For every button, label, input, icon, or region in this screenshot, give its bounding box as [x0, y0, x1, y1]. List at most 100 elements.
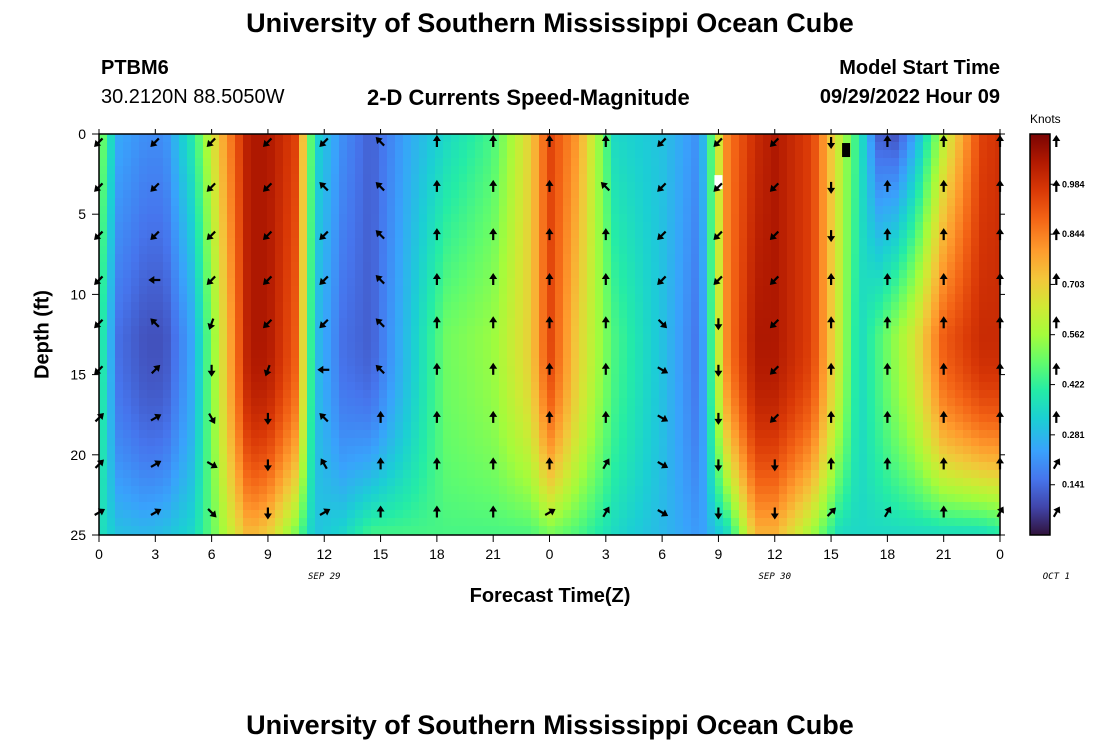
heatmap-cell	[491, 318, 500, 327]
heatmap-cell	[491, 518, 500, 527]
heatmap-cell	[779, 182, 788, 191]
heatmap-cell	[387, 326, 396, 335]
heatmap-cell	[811, 462, 820, 471]
heatmap-cell	[523, 510, 532, 519]
heatmap-cell	[451, 222, 460, 231]
heatmap-cell	[203, 350, 212, 359]
heatmap-cell	[667, 342, 676, 351]
heatmap-cell	[595, 190, 604, 199]
heatmap-cell	[491, 430, 500, 439]
heatmap-cell	[363, 518, 372, 527]
heatmap-cell	[435, 222, 444, 231]
heatmap-cell	[531, 262, 540, 271]
heatmap-cell	[787, 326, 796, 335]
heatmap-cell	[699, 198, 708, 207]
heatmap-cell	[251, 182, 260, 191]
heatmap-cell	[139, 174, 148, 183]
heatmap-cell	[291, 462, 300, 471]
heatmap-cell	[579, 438, 588, 447]
heatmap-cell	[315, 390, 324, 399]
heatmap-cell	[707, 334, 716, 343]
heatmap-cell	[387, 366, 396, 375]
heatmap-cell	[115, 454, 124, 463]
heatmap-cell	[827, 526, 836, 535]
heatmap-cell	[99, 374, 108, 383]
heatmap-cell	[587, 150, 596, 159]
heatmap-cell	[371, 390, 380, 399]
heatmap-cell	[139, 302, 148, 311]
heatmap-cell	[595, 366, 604, 375]
heatmap-cell	[587, 366, 596, 375]
heatmap-cell	[123, 294, 132, 303]
heatmap-cell	[459, 302, 468, 311]
heatmap-cell	[643, 470, 652, 479]
heatmap-cell	[211, 430, 220, 439]
heatmap-cell	[315, 246, 324, 255]
heatmap-cell	[267, 366, 276, 375]
heatmap-cell	[99, 342, 108, 351]
heatmap-cell	[323, 262, 332, 271]
heatmap-cell	[291, 302, 300, 311]
heatmap-cell	[147, 206, 156, 215]
heatmap-cell	[787, 262, 796, 271]
heatmap-cell	[715, 518, 724, 527]
heatmap-cell	[123, 462, 132, 471]
heatmap-cell	[275, 222, 284, 231]
heatmap-cell	[683, 390, 692, 399]
heatmap-cell	[523, 454, 532, 463]
heatmap-cell	[443, 294, 452, 303]
heatmap-cell	[339, 318, 348, 327]
heatmap-cell	[595, 286, 604, 295]
heatmap-cell	[211, 382, 220, 391]
heatmap-cell	[107, 238, 116, 247]
heatmap-cell	[371, 150, 380, 159]
heatmap-cell	[539, 278, 548, 287]
heatmap-cell	[203, 150, 212, 159]
heatmap-cell	[611, 462, 620, 471]
heatmap-cell	[291, 318, 300, 327]
heatmap-cell	[451, 302, 460, 311]
heatmap-cell	[659, 166, 668, 175]
heatmap-cell	[371, 446, 380, 455]
heatmap-cell	[547, 334, 556, 343]
heatmap-cell	[299, 238, 308, 247]
heatmap-cell	[251, 254, 260, 263]
heatmap-cell	[555, 502, 564, 511]
heatmap-cell	[451, 134, 460, 143]
heatmap-cell	[331, 470, 340, 479]
heatmap-cell	[571, 470, 580, 479]
heatmap-cell	[235, 222, 244, 231]
heatmap-cell	[811, 414, 820, 423]
heatmap-cell	[691, 390, 700, 399]
heatmap-cell	[691, 310, 700, 319]
heatmap-cell	[451, 294, 460, 303]
heatmap-cell	[763, 342, 772, 351]
heatmap-cell	[107, 494, 116, 503]
heatmap-cell	[563, 494, 572, 503]
heatmap-cell	[307, 486, 316, 495]
heatmap-cell	[475, 526, 484, 535]
heatmap-cell	[187, 310, 196, 319]
heatmap-cell	[627, 206, 636, 215]
heatmap-cell	[427, 206, 436, 215]
heatmap-cell	[475, 342, 484, 351]
heatmap-cell	[499, 334, 508, 343]
heatmap-cell	[683, 446, 692, 455]
heatmap-cell	[579, 398, 588, 407]
heatmap-cell	[739, 398, 748, 407]
heatmap-cell	[275, 182, 284, 191]
heatmap-cell	[635, 198, 644, 207]
heatmap-cell	[643, 510, 652, 519]
heatmap-cell	[107, 446, 116, 455]
heatmap-cell	[283, 342, 292, 351]
heatmap-cell	[259, 206, 268, 215]
heatmap-cell	[435, 334, 444, 343]
heatmap-cell	[123, 390, 132, 399]
heatmap-cell	[427, 406, 436, 415]
heatmap-cell	[611, 318, 620, 327]
heatmap-cell	[419, 334, 428, 343]
heatmap-cell	[555, 470, 564, 479]
heatmap-cell	[691, 382, 700, 391]
heatmap-cell	[139, 398, 148, 407]
heatmap-cell	[683, 222, 692, 231]
